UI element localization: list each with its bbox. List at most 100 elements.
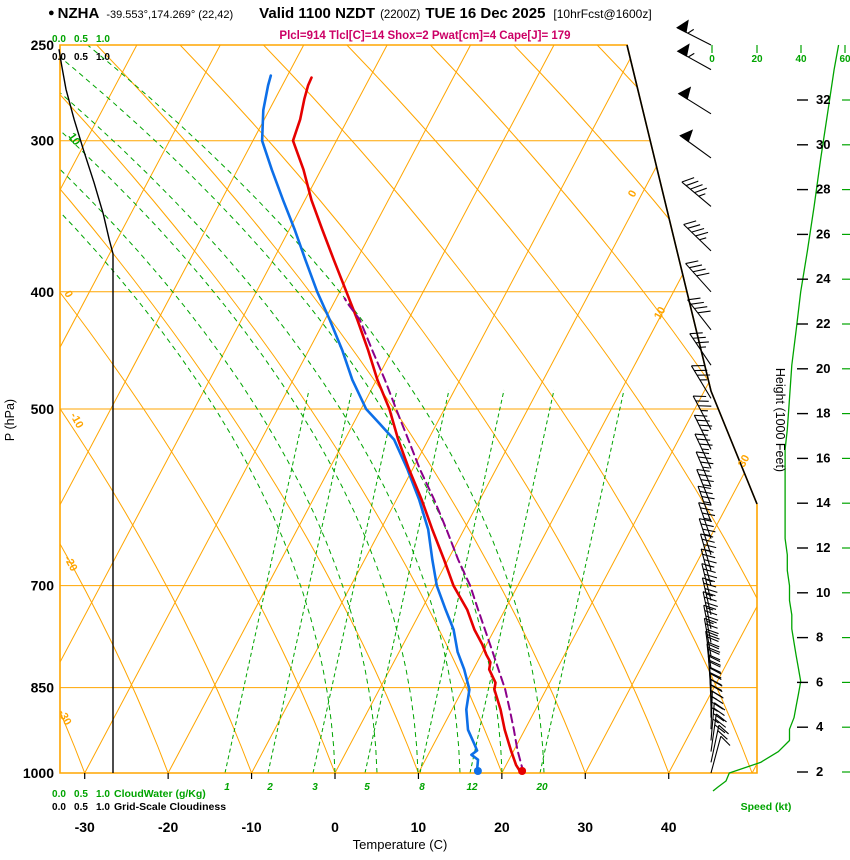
cloudwater-scale-tick-label: 0.5 xyxy=(74,34,88,45)
cloudwater-scale-tick-label: 0.0 xyxy=(52,789,66,800)
wind-barb-half xyxy=(698,193,706,197)
dry-adiabat-value-label: 0 xyxy=(61,289,74,300)
header: ● NZHA -39.553°,174.269° (22,42) Valid 1100… xyxy=(48,5,850,22)
wind-barb-full xyxy=(704,573,718,579)
mixing-ratio-value-label: 2 xyxy=(266,782,273,793)
isotherm-line xyxy=(668,45,757,773)
cloudwater-scale-tick-label: 1.0 xyxy=(96,34,110,45)
height-axis-label: Height (1000 Feet) xyxy=(773,368,787,472)
mixing-ratio-line xyxy=(469,389,555,773)
wind-barb-half xyxy=(702,466,710,469)
wind-barb-full xyxy=(697,438,711,441)
temperature-curve xyxy=(291,76,523,773)
wind-barb-full xyxy=(692,268,706,273)
temperature-tick-label: 40 xyxy=(661,819,677,835)
wind-barb-staff xyxy=(701,577,712,615)
wind-barb-staff xyxy=(706,643,712,682)
height-tick-label: 10 xyxy=(816,585,830,600)
dry-adiabat-line xyxy=(346,45,757,773)
wind-barb xyxy=(695,451,714,488)
station-coords: -39.553°,174.269° (22,42) xyxy=(106,9,234,21)
wind-barb-full xyxy=(685,180,699,187)
isotherm-line xyxy=(751,45,757,773)
cloudiness-scale-tick-label: 0.5 xyxy=(74,802,88,813)
height-tick-label: 6 xyxy=(816,674,823,689)
wind-barb-half xyxy=(699,237,707,241)
dry-adiabat-line xyxy=(60,45,169,773)
wind-barb-full xyxy=(694,187,707,194)
wind-barb-group xyxy=(676,19,731,774)
wind-barb-staff xyxy=(696,469,712,505)
pressure-tick-label: 1000 xyxy=(23,765,54,781)
mixing-ratio-value-label: 8 xyxy=(419,782,425,793)
wind-barb-full xyxy=(695,341,709,344)
wind-barb-half xyxy=(687,28,695,34)
valid-date: TUE 16 Dec 2025 xyxy=(425,5,546,22)
dry-adiabat-line xyxy=(60,45,419,773)
wind-barb xyxy=(676,19,712,46)
wind-barb-half xyxy=(711,707,718,712)
dry-adiabat-line xyxy=(513,45,757,773)
cloudiness-profile-line xyxy=(58,49,114,773)
wind-barb xyxy=(690,365,712,399)
wind-barb-full xyxy=(720,735,731,746)
wind-barb-staff xyxy=(698,502,712,539)
wind-barb-staff xyxy=(694,433,712,469)
wind-barb-staff xyxy=(710,691,713,730)
height-tick-label: 26 xyxy=(816,226,830,241)
wind-barb-staff xyxy=(689,333,712,366)
wind-barb-full xyxy=(692,336,706,339)
mixing-ratio-value-label: 1 xyxy=(224,782,230,793)
wind-barb xyxy=(685,260,712,293)
pressure-tick-label: 400 xyxy=(31,284,55,300)
wind-barb-full xyxy=(713,707,725,717)
wind-barb-half xyxy=(687,52,695,58)
wind-barb-full xyxy=(696,272,710,277)
height-tick-label: 20 xyxy=(816,361,830,376)
wind-barb-full xyxy=(704,588,718,593)
wind-barb-staff xyxy=(698,518,712,555)
wind-barb xyxy=(676,43,712,71)
wind-barb-staff xyxy=(699,533,712,571)
wind-barb-full xyxy=(703,582,717,588)
isotherm-line xyxy=(60,45,138,773)
wind-barb-full xyxy=(700,523,714,528)
dry-adiabat-value-label: -20 xyxy=(61,554,79,574)
cloudwater-scale-tick-label: 0.5 xyxy=(74,789,88,800)
wind-barb xyxy=(681,177,712,207)
pressure-tick-label: 500 xyxy=(31,401,55,417)
wind-barb-staff xyxy=(697,486,712,523)
wind-barb xyxy=(701,577,718,615)
speed-tick-label: 0 xyxy=(709,54,715,65)
wind-barb-full xyxy=(713,713,725,722)
speed-tick-label: 60 xyxy=(839,54,850,65)
wind-barb-full xyxy=(707,654,721,661)
mixing-ratio-line xyxy=(364,389,450,773)
wind-barb-full xyxy=(709,678,722,686)
wind-barb xyxy=(710,735,731,774)
plot-boundary-line xyxy=(626,44,758,505)
height-tick-label: 8 xyxy=(816,630,823,645)
wind-barb-staff xyxy=(702,591,712,629)
wind-barb-full xyxy=(691,227,705,233)
wind-barb-staff xyxy=(705,631,712,669)
temperature-tick-label: -10 xyxy=(241,819,261,835)
wind-barb-half xyxy=(705,564,713,568)
wind-barb-staff xyxy=(700,548,712,586)
moist-adiabat-line xyxy=(60,45,461,773)
wind-barb-full xyxy=(683,220,697,225)
cloudwater-scale-tick-label: 0.0 xyxy=(52,34,66,45)
wind-barb-full xyxy=(714,724,726,734)
cloudwater-axis-label: CloudWater (g/Kg) xyxy=(114,788,206,800)
mixing-ratio-line xyxy=(312,389,398,773)
wind-barb-full xyxy=(696,419,710,422)
dry-adiabat-line xyxy=(60,45,336,773)
dry-adiabat-value-label: -10 xyxy=(67,411,85,431)
isotherm-line xyxy=(84,45,471,773)
wind-barb-half xyxy=(710,695,718,701)
wind-barb-full xyxy=(698,474,712,477)
mixing-ratio-value-label: 3 xyxy=(312,782,318,793)
wind-barb xyxy=(710,724,729,763)
wind-barb-full xyxy=(700,461,714,465)
mixing-ratio-line xyxy=(539,389,625,773)
